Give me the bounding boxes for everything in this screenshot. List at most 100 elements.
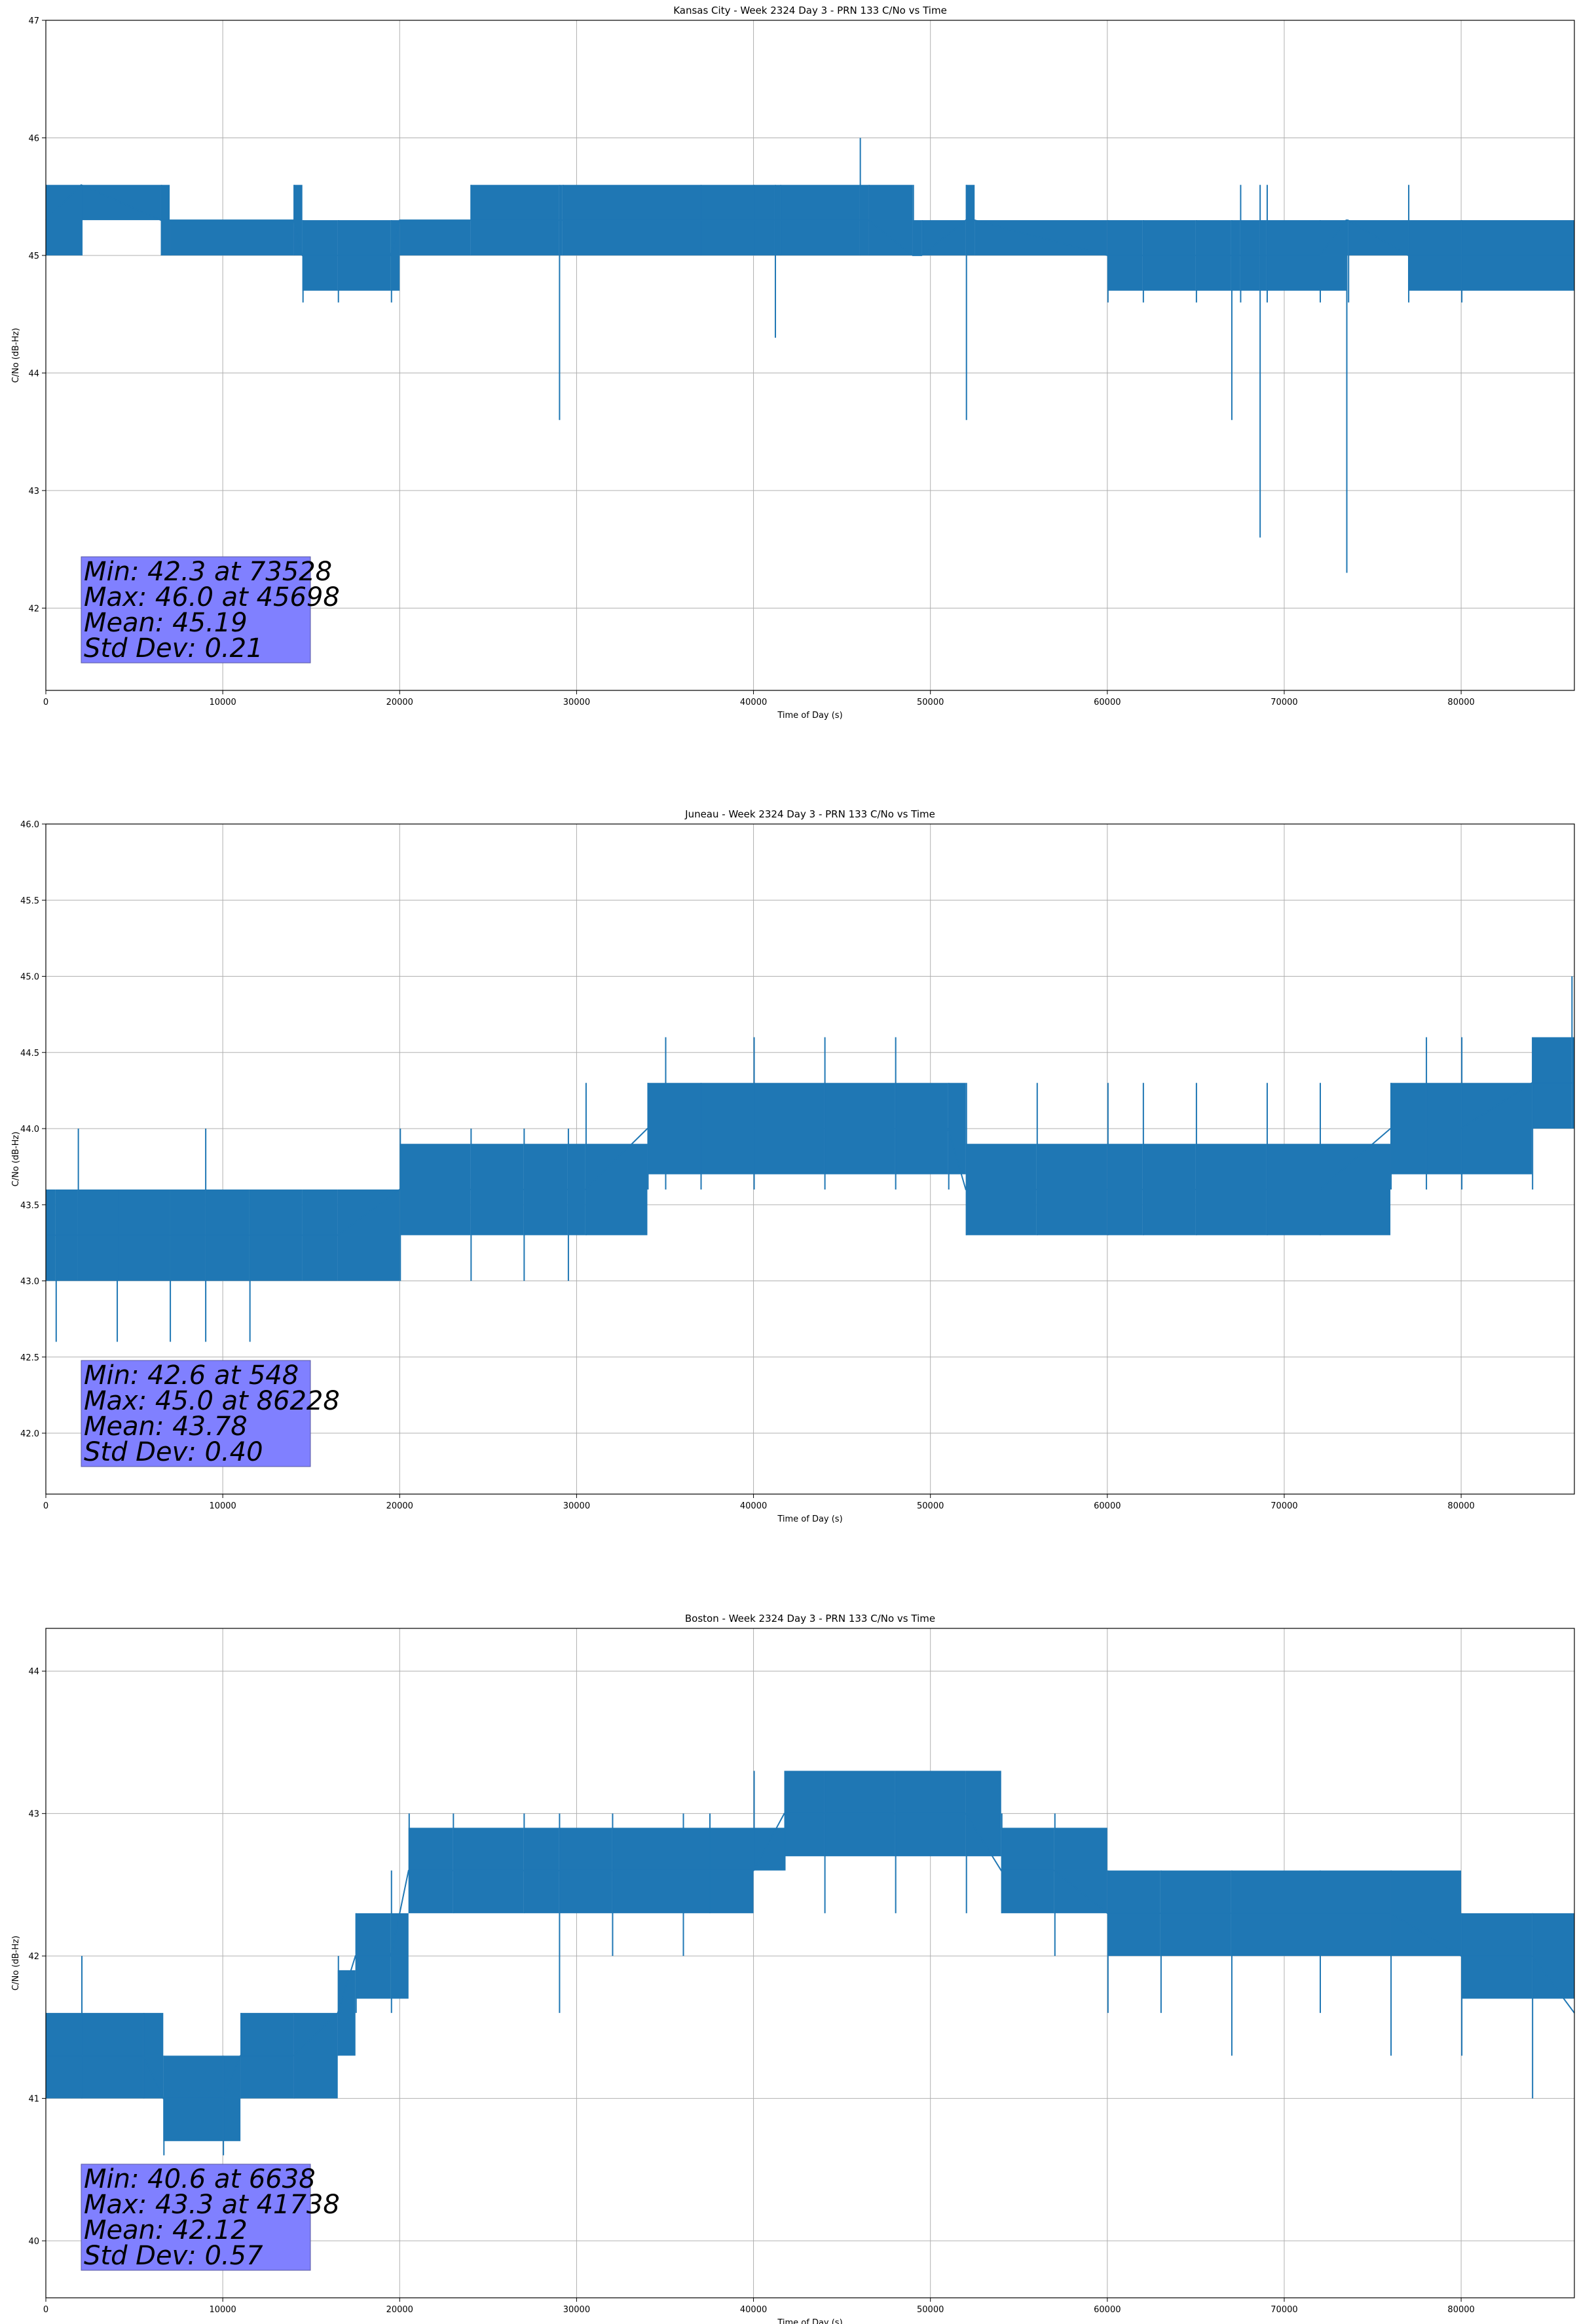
x-tick-label: 20000: [386, 1501, 413, 1511]
chart-title: Boston - Week 2324 Day 3 - PRN 133 C/No …: [685, 1613, 935, 1624]
series-1: [46, 1771, 1575, 2156]
x-tick-label: 30000: [563, 698, 590, 707]
chart-1: 0 10000 20000 30000 40000 50000 60000 70000 8000…: [11, 5, 1575, 721]
x-tick-label: 10000: [209, 698, 236, 707]
x-tick-label: 60000: [1094, 2305, 1121, 2315]
series-1: [45, 138, 1574, 573]
cno-band-segment: [390, 220, 400, 291]
y-axis-label: C/No (dB-Hz): [11, 1936, 21, 1991]
stats-box: [81, 1360, 311, 1467]
stats-line: Std Dev: 0.40: [84, 1437, 263, 1467]
x-tick-label: 50000: [917, 2305, 944, 2315]
x-axis-label: Time of Day (s): [777, 711, 842, 721]
x-tick-label: 80000: [1447, 698, 1474, 707]
y-tick-label: 45: [28, 252, 39, 261]
y-tick-label: 44.0: [20, 1125, 39, 1134]
y-tick-label: 44: [28, 369, 39, 379]
x-tick-label: 40000: [740, 1501, 767, 1511]
x-tick-label: 70000: [1271, 698, 1297, 707]
series-1: [46, 976, 1574, 1342]
x-tick-label: 0: [43, 1501, 48, 1511]
y-tick-label: 42: [28, 604, 39, 614]
y-tick-label: 42: [28, 1952, 39, 1962]
x-tick-label: 10000: [209, 2305, 236, 2315]
x-tick-label: 60000: [1094, 698, 1121, 707]
cno-band-segment: [1320, 220, 1346, 291]
cno-line: [46, 1082, 1574, 1236]
stats-line: Std Dev: 0.21: [84, 633, 263, 664]
stats-box: [81, 2164, 311, 2271]
stats-line: Min: 40.6 at 6638: [84, 2164, 316, 2194]
stats-line: Max: 45.0 at 86228: [84, 1386, 340, 1416]
cno-band-segment: [1390, 1870, 1462, 1957]
y-tick-label: 47: [28, 16, 39, 26]
cno-band-segment: [399, 220, 471, 255]
stats-line: Mean: 45.19: [84, 608, 248, 638]
cno-line: [46, 1812, 1575, 2099]
cno-band-segment: [1320, 1144, 1391, 1235]
stats-line: Max: 46.0 at 45698: [84, 582, 340, 612]
cno-band-segment: [390, 1913, 409, 1999]
cno-band-segment: [293, 185, 303, 255]
x-tick-label: 20000: [386, 2305, 413, 2315]
x-tick-label: 0: [43, 2305, 48, 2315]
x-axis-label: Time of Day (s): [777, 1514, 842, 1524]
y-tick-label: 43: [28, 487, 39, 497]
x-tick-label: 80000: [1447, 2305, 1474, 2315]
cno-band-segment: [46, 185, 82, 255]
chart-title: Juneau - Week 2324 Day 3 - PRN 133 C/No …: [684, 808, 935, 820]
x-tick-label: 10000: [209, 1501, 236, 1511]
y-tick-label: 43: [28, 1810, 39, 1820]
y-tick-label: 40: [28, 2237, 39, 2247]
stats-line: Std Dev: 0.57: [84, 2241, 263, 2271]
chart-title: Kansas City - Week 2324 Day 3 - PRN 133 …: [673, 5, 947, 16]
cno-band-segment: [868, 185, 913, 255]
cno-band-segment: [293, 2013, 338, 2099]
y-axis-label: C/No (dB-Hz): [11, 328, 21, 383]
axes-frame: [45, 823, 1575, 1495]
stats-line: Min: 42.6 at 548: [84, 1360, 299, 1391]
x-tick-label: 30000: [563, 1501, 590, 1511]
stats-line: Mean: 42.12: [84, 2215, 248, 2245]
cno-band-segment: [912, 220, 922, 255]
x-tick-label: 40000: [740, 2305, 767, 2315]
cno-band-segment: [223, 2055, 241, 2141]
y-tick-label: 44: [28, 1667, 39, 1677]
stats-box: [81, 556, 311, 664]
cno-band-segment: [337, 1190, 400, 1281]
cno-band-segment: [1532, 1913, 1574, 1999]
chart-2: 0 10000 20000 30000 40000 50000 60000 70000 8000…: [11, 808, 1575, 1524]
y-tick-label: 41: [28, 2095, 39, 2105]
axes-frame: [45, 1628, 1575, 2298]
y-tick-label: 43.0: [20, 1277, 39, 1287]
x-axis-label: Time of Day (s): [777, 2318, 842, 2324]
x-tick-label: 80000: [1447, 1501, 1474, 1511]
y-tick-label: 45.0: [20, 973, 39, 983]
y-tick-label: 45.5: [20, 896, 39, 906]
x-tick-label: 50000: [917, 1501, 944, 1511]
x-tick-label: 50000: [917, 698, 944, 707]
stats-line: Mean: 43.78: [84, 1412, 248, 1442]
y-tick-label: 42.5: [20, 1353, 39, 1363]
stats-line: Min: 42.3 at 73528: [84, 557, 332, 587]
y-tick-label: 46: [28, 134, 39, 143]
x-tick-label: 60000: [1094, 1501, 1121, 1511]
x-tick-label: 30000: [563, 2305, 590, 2315]
x-tick-label: 70000: [1271, 2305, 1297, 2315]
y-axis-label: C/No (dB-Hz): [11, 1132, 21, 1187]
x-tick-label: 40000: [740, 698, 767, 707]
cno-band-segment: [170, 220, 294, 255]
y-tick-label: 46.0: [20, 820, 39, 830]
axes-frame: [45, 20, 1575, 691]
x-tick-label: 70000: [1271, 1501, 1297, 1511]
cno-band-segment: [965, 1771, 1001, 1856]
chart-3: 0 10000 20000 30000 40000 50000 60000 70000 8000…: [11, 1613, 1575, 2324]
cno-band-segment: [1054, 1827, 1107, 1913]
cno-band-segment: [753, 1827, 785, 1871]
y-tick-label: 43.5: [20, 1201, 39, 1210]
cno-band-segment: [1461, 1083, 1532, 1174]
x-tick-label: 0: [43, 698, 48, 707]
x-tick-label: 20000: [386, 698, 413, 707]
stats-line: Max: 43.3 at 41738: [84, 2190, 340, 2220]
